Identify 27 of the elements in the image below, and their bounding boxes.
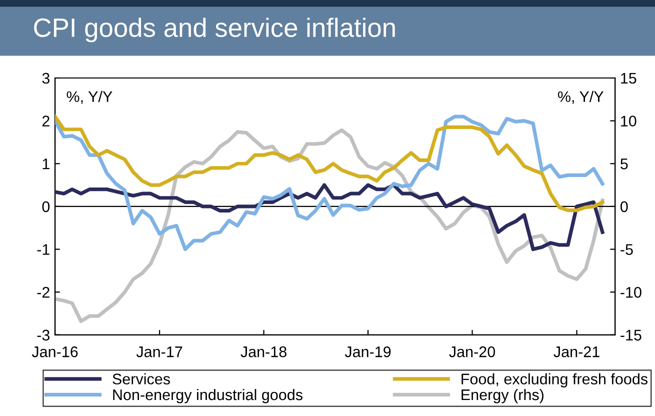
y-axis-title: %, Y/Y	[66, 90, 112, 104]
y2-tick-label: 0	[620, 201, 628, 212]
y2-tick-label: -10	[620, 286, 642, 298]
y-tick-label: -1	[37, 244, 50, 255]
x-tick-label: Jan-16	[32, 346, 78, 358]
y2-tick-label: 5	[620, 158, 628, 170]
y-tick-label: 1	[42, 158, 50, 170]
y2-axis-title: %, Y/Y	[558, 90, 604, 104]
legend-label: Services	[112, 373, 170, 384]
y2-tick-label: 10	[621, 116, 636, 126]
y-tick-label: -2	[37, 286, 50, 298]
y-tick-label: 3	[42, 72, 50, 84]
x-tick-label: Jan-21	[554, 346, 600, 358]
y2-tick-label: -15	[620, 330, 642, 341]
y-tick-label: 0	[42, 201, 50, 212]
y2-tick-label: 15	[621, 73, 636, 84]
chart-title: CPI goods and service inflation	[34, 18, 395, 42]
x-tick-label: Jan-20	[449, 346, 496, 358]
x-tick-label: Jan-18	[240, 346, 286, 358]
x-tick-label: Jan-17	[136, 346, 182, 358]
y-tick-label: 2	[42, 116, 50, 126]
legend-label: Food, excluding fresh foods	[462, 373, 648, 388]
x-tick-label: Jan-19	[344, 346, 391, 358]
y2-tick-label: -5	[620, 244, 633, 255]
legend-label: Energy (rhs)	[462, 388, 544, 404]
legend-label: Non-energy industrial goods	[113, 388, 302, 404]
y-tick-label: -3	[37, 330, 50, 341]
